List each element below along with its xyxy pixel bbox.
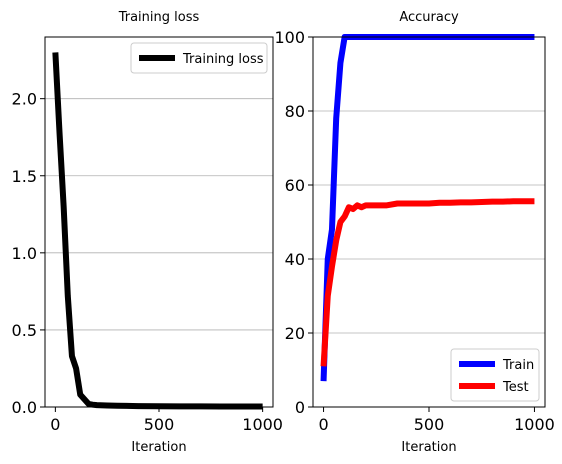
x-tick-label: 0	[50, 415, 60, 434]
legend-box	[130, 42, 268, 74]
x-tick-label: 0	[318, 415, 328, 434]
series-line-training-loss	[52, 52, 263, 410]
plot-frame	[44, 36, 274, 408]
x-tick-label: 1000	[242, 415, 283, 434]
y-tick-label: 100	[274, 28, 305, 47]
legend-label: Training loss	[182, 52, 264, 67]
y-tick-label: 0.5	[12, 321, 37, 340]
x-tick-label: 500	[144, 415, 175, 434]
x-axis-label: Iteration	[131, 440, 186, 455]
y-tick-label: 80	[285, 102, 305, 121]
y-tick-label: 20	[285, 324, 305, 343]
series-line-test	[320, 198, 535, 367]
legend: Train Test	[450, 348, 540, 402]
y-tick-label: 40	[285, 250, 305, 269]
x-tick-label: 1000	[514, 415, 555, 434]
y-tick-label: 1.5	[12, 167, 37, 186]
legend-label: Test	[502, 380, 529, 395]
chart-title: Accuracy	[399, 10, 459, 25]
y-tick-label: 60	[285, 176, 305, 195]
x-tick-label: 500	[414, 415, 445, 434]
x-axis-label: Iteration	[401, 440, 456, 455]
chart-title: Training loss	[118, 10, 200, 25]
y-tick-label: 0.0	[12, 398, 37, 417]
chart-panel-loss: 0.0 0.5 1.0 1.5 2.0 0 500 1000 Iteration Training…	[12, 10, 283, 455]
legend: Training loss	[130, 42, 268, 74]
y-tick-label: 2.0	[12, 90, 37, 109]
y-tick-label: 1.0	[12, 244, 37, 263]
y-tick-label: 0	[295, 398, 305, 417]
legend-label: Train	[502, 358, 534, 373]
